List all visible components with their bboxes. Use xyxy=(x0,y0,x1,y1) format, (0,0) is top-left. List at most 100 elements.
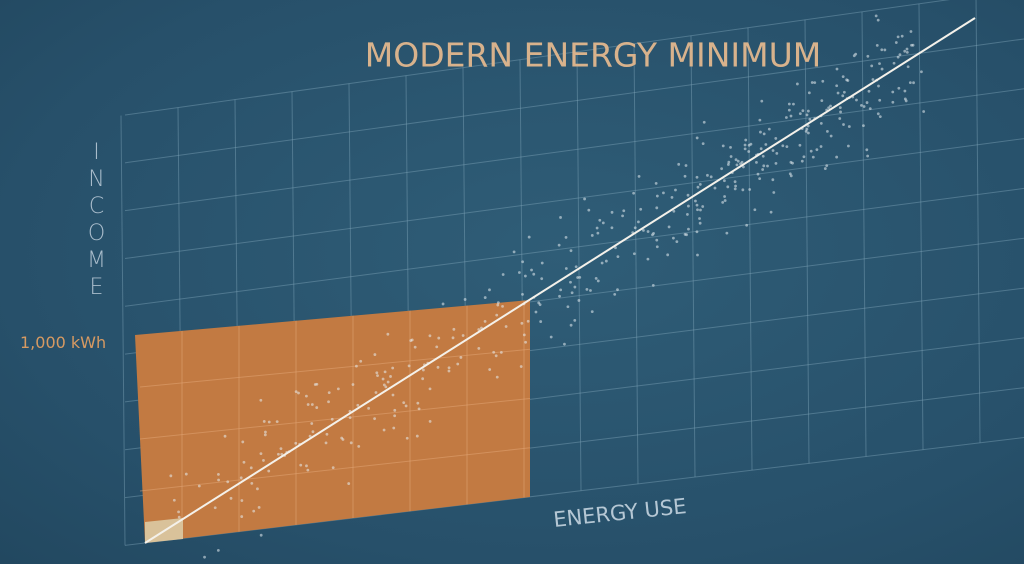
dot xyxy=(415,434,419,438)
dot xyxy=(570,291,574,295)
dot xyxy=(217,478,220,482)
dot xyxy=(922,110,926,113)
dot xyxy=(512,250,516,254)
dot xyxy=(216,548,220,552)
dot xyxy=(239,476,243,480)
dot xyxy=(801,109,805,113)
title: MODERN ENERGY MINIMUM xyxy=(365,36,821,75)
dot xyxy=(569,323,573,327)
dot xyxy=(495,375,499,379)
dot xyxy=(672,236,675,240)
dot xyxy=(804,129,808,133)
dot xyxy=(384,385,388,389)
dot xyxy=(391,393,395,397)
dot xyxy=(621,214,624,218)
dot xyxy=(523,274,527,278)
dot xyxy=(821,79,825,83)
dot xyxy=(820,99,824,103)
grid-line xyxy=(804,19,810,464)
dot xyxy=(874,14,878,18)
dot xyxy=(733,187,737,191)
dot xyxy=(805,113,809,117)
dot xyxy=(806,109,810,113)
dot xyxy=(600,261,604,265)
dot xyxy=(823,167,827,170)
dot xyxy=(906,65,910,69)
dot xyxy=(359,359,363,363)
dot xyxy=(313,383,317,386)
x-axis-label: ENERGY USE xyxy=(552,494,687,532)
dot xyxy=(405,436,409,440)
dot xyxy=(177,510,180,514)
dot xyxy=(573,285,577,289)
dot xyxy=(416,401,420,405)
dot xyxy=(894,41,898,44)
dot xyxy=(910,43,913,47)
dot xyxy=(566,305,570,309)
dot xyxy=(672,209,676,213)
dot xyxy=(811,155,815,159)
dot xyxy=(912,81,915,85)
dot xyxy=(534,310,538,314)
dot xyxy=(495,313,499,317)
dot xyxy=(736,159,740,163)
dot xyxy=(456,362,460,366)
dot xyxy=(297,391,300,395)
dot xyxy=(616,288,619,292)
dot xyxy=(294,390,298,394)
dot xyxy=(583,197,586,201)
dot xyxy=(540,261,544,265)
dot xyxy=(862,105,866,108)
dot xyxy=(819,122,823,125)
dot xyxy=(386,380,390,384)
dot xyxy=(747,143,751,147)
dot xyxy=(654,181,658,185)
dot xyxy=(610,210,614,214)
dot xyxy=(488,288,491,292)
dot xyxy=(875,43,879,47)
dot xyxy=(527,235,531,239)
dot xyxy=(315,406,319,409)
dot xyxy=(742,165,745,169)
grid-line xyxy=(124,38,1024,164)
dot xyxy=(835,67,839,71)
dot xyxy=(792,102,795,106)
dot xyxy=(477,328,481,331)
grid-line xyxy=(975,0,981,443)
dot xyxy=(870,64,874,68)
dot xyxy=(264,430,267,434)
dot xyxy=(808,118,812,121)
dot xyxy=(499,350,503,354)
dot xyxy=(905,50,909,54)
dot xyxy=(798,112,802,115)
grid-line xyxy=(124,138,1024,259)
dot xyxy=(675,240,679,244)
dot xyxy=(759,130,762,134)
dot xyxy=(277,452,280,456)
dot xyxy=(706,173,709,177)
dot xyxy=(249,466,253,470)
dot xyxy=(880,67,884,71)
dot xyxy=(896,55,900,59)
dot xyxy=(381,377,385,381)
dot xyxy=(723,199,727,202)
dot xyxy=(909,30,913,33)
dot xyxy=(594,277,598,280)
dot xyxy=(559,216,562,219)
dot xyxy=(687,204,690,208)
dot xyxy=(723,195,726,198)
dot xyxy=(774,161,778,165)
dot xyxy=(877,84,880,88)
dot xyxy=(709,175,713,179)
dot xyxy=(267,420,271,424)
dot xyxy=(367,406,371,410)
dot xyxy=(835,155,839,159)
grid-line xyxy=(576,51,582,491)
dot xyxy=(789,160,793,164)
dot xyxy=(839,110,842,114)
dot xyxy=(655,206,659,210)
dot xyxy=(310,403,314,406)
dot xyxy=(172,498,176,502)
dot xyxy=(755,160,758,164)
dot xyxy=(428,420,432,423)
